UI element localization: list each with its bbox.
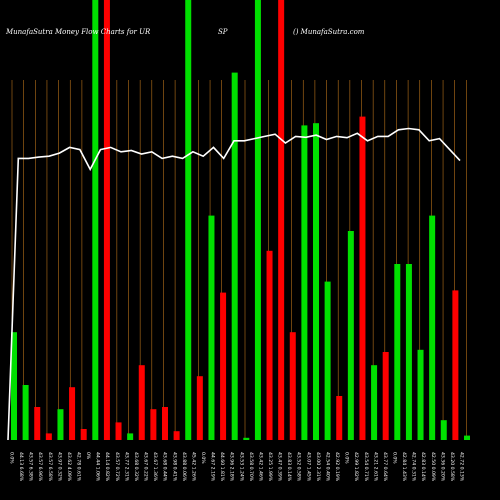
bar [57, 409, 64, 440]
x-tick-label: 43.57 6.38% [28, 452, 34, 482]
x-tick-label: 43.00 2.31% [315, 452, 321, 482]
bar [266, 250, 273, 440]
bar [80, 429, 87, 440]
bar [162, 407, 168, 440]
bar [289, 332, 296, 440]
x-tick-label: 44.13 6.68% [18, 452, 24, 482]
x-tick-label: 43.67 1.36% [152, 452, 158, 482]
x-tick-label: 45.42 1.26% [190, 452, 196, 482]
bar [440, 420, 447, 440]
x-tick-label: 0.0% [200, 452, 206, 464]
bar [347, 231, 354, 440]
bar [324, 281, 331, 440]
x-tick-label: 43.52 0.58% [296, 452, 302, 482]
bar [278, 0, 285, 440]
x-tick-label: 0.0% [9, 452, 15, 464]
x-tick-label: 0.0% [344, 452, 350, 464]
x-tick-label: 43.42 1.46% [257, 452, 263, 482]
x-tick-label: 43.77 0.64% [382, 452, 388, 482]
x-tick-label: 42.83 0.14% [420, 452, 426, 482]
bar [243, 437, 250, 440]
x-tick-label: 43.21 2.61% [372, 452, 378, 482]
x-tick-label: 43.77 2.31% [123, 452, 129, 482]
bar [103, 0, 110, 440]
x-tick-labels: 0.0% 44.13 6.68% 43.57 6.38% 43.57 6.96% 43.… [9, 452, 465, 482]
chart-title-mid: SP [218, 28, 228, 36]
bar [464, 435, 470, 440]
x-tick-label: 42.92 0.19% [334, 452, 340, 482]
x-tick-label: 42.99 1.82% [353, 452, 359, 482]
x-tick-label: 0.0% [391, 452, 397, 464]
bar [34, 407, 41, 440]
x-tick-label: 44.44 1.06% [95, 452, 101, 482]
line-layer [7, 127, 461, 441]
x-tick-label: 44.14 0.82% [104, 452, 110, 482]
x-tick-label: 43.36 0.20% [439, 452, 445, 482]
x-tick-label: 42.54 0.40% [324, 452, 330, 482]
bar [394, 264, 401, 440]
x-tick-label: 43.67 0.22% [143, 452, 149, 482]
bar [185, 0, 192, 440]
x-tick-label: 43.20 0.58% [449, 452, 455, 482]
bar [382, 352, 389, 440]
bar [220, 292, 227, 440]
flow-line [7, 127, 461, 441]
x-tick-label: 43.47 0.39% [277, 452, 283, 482]
bar [359, 116, 366, 440]
bar [254, 0, 261, 440]
bar [138, 365, 145, 440]
bar [11, 332, 17, 440]
x-tick-label: 43.68 0.44% [162, 452, 168, 482]
bar [173, 431, 180, 440]
x-tick-label: 42.50 0.09% [430, 452, 436, 482]
x-tick-label: 43.57 0.72% [114, 452, 120, 482]
x-tick-label: 42.72 0.13% [459, 452, 465, 482]
x-tick-label: 0% [85, 452, 91, 460]
x-tick-label: 43.97 0.32% [56, 452, 62, 482]
x-tick-label: 43.96 2.18% [229, 452, 235, 482]
bar [127, 433, 134, 440]
x-tick-label: 44.60 1.81% [219, 452, 225, 482]
bar [115, 422, 122, 440]
x-tick-label: 43.58 0.70% [248, 452, 254, 482]
bar [301, 125, 308, 441]
x-tick-label: 43.54 0.71% [363, 452, 369, 482]
bar [196, 376, 203, 440]
bar [231, 72, 238, 440]
chart-title-left: MunafaSutra Money Flow Charts for UR [5, 28, 151, 36]
x-tick-label: 43.53 1.24% [238, 452, 244, 482]
x-tick-label: 42.84 1.43% [401, 452, 407, 482]
bar [429, 215, 436, 440]
x-tick-label: 43.88 0.06% [181, 452, 187, 482]
x-tick-label: 44.67 2.19% [210, 452, 216, 482]
bar [405, 264, 412, 440]
bar [45, 433, 52, 440]
x-tick-label: 43.98 0.41% [171, 452, 177, 482]
bars-layer [11, 0, 470, 441]
x-tick-label: 43.83 0.14% [286, 452, 292, 482]
bar [336, 396, 343, 440]
x-tick-label: 43.07 1.45% [305, 452, 311, 482]
x-tick-label: 43.25 1.99% [267, 452, 273, 482]
x-tick-label: 43.57 6.58% [47, 452, 53, 482]
bar [69, 387, 76, 440]
x-tick-label: 43.68 0.32% [133, 452, 139, 482]
x-tick-label: 42.74 0.31% [411, 452, 417, 482]
bar [208, 215, 215, 440]
bar [22, 385, 29, 440]
bar [417, 349, 424, 440]
bar [150, 409, 157, 440]
chart-title-right: () MunafaSutra.com [293, 28, 365, 36]
x-tick-label: 42.78 0.61% [76, 452, 82, 482]
x-tick-label: 43.62 4.09% [66, 452, 72, 482]
bar [452, 290, 459, 440]
bar [92, 0, 99, 440]
bar [313, 123, 319, 440]
bar [371, 365, 378, 440]
x-tick-label: 43.57 6.96% [37, 452, 43, 482]
